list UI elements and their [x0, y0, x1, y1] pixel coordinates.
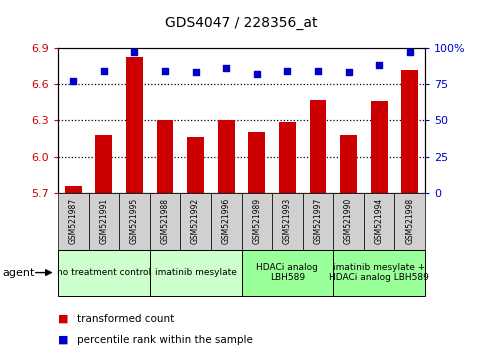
- Bar: [218, 120, 235, 193]
- Point: [70, 78, 77, 84]
- Text: GSM521991: GSM521991: [99, 198, 108, 244]
- Point: [192, 70, 199, 75]
- Text: GSM521994: GSM521994: [375, 198, 384, 244]
- Text: ■: ■: [58, 314, 69, 324]
- Text: GSM521990: GSM521990: [344, 198, 353, 244]
- Bar: [126, 57, 143, 193]
- Text: GSM521993: GSM521993: [283, 198, 292, 244]
- Text: GDS4047 / 228356_at: GDS4047 / 228356_at: [165, 16, 318, 30]
- Bar: [340, 135, 357, 193]
- Text: no treatment control: no treatment control: [57, 268, 151, 277]
- Text: GSM521996: GSM521996: [222, 198, 231, 244]
- Text: GSM521997: GSM521997: [313, 198, 323, 244]
- Text: GSM521998: GSM521998: [405, 198, 414, 244]
- Text: percentile rank within the sample: percentile rank within the sample: [77, 335, 253, 345]
- Text: GSM521995: GSM521995: [130, 198, 139, 244]
- Bar: [96, 135, 112, 193]
- Bar: [371, 101, 387, 193]
- Text: imatinib mesylate +
HDACi analog LBH589: imatinib mesylate + HDACi analog LBH589: [329, 263, 429, 282]
- Text: HDACi analog
LBH589: HDACi analog LBH589: [256, 263, 318, 282]
- Text: GSM521988: GSM521988: [160, 198, 170, 244]
- Text: GSM521987: GSM521987: [69, 198, 78, 244]
- Text: GSM521989: GSM521989: [252, 198, 261, 244]
- Point: [100, 68, 108, 74]
- Bar: [310, 100, 327, 193]
- Point: [406, 49, 413, 55]
- Bar: [65, 186, 82, 193]
- Text: imatinib mesylate: imatinib mesylate: [155, 268, 237, 277]
- Text: transformed count: transformed count: [77, 314, 174, 324]
- Point: [375, 62, 383, 68]
- Point: [345, 70, 353, 75]
- Text: ■: ■: [58, 335, 69, 345]
- Bar: [187, 137, 204, 193]
- Bar: [156, 120, 173, 193]
- Bar: [279, 121, 296, 193]
- Point: [314, 68, 322, 74]
- Point: [284, 68, 291, 74]
- Bar: [401, 70, 418, 193]
- Point: [130, 49, 138, 55]
- Point: [161, 68, 169, 74]
- Point: [222, 65, 230, 71]
- Point: [253, 71, 261, 77]
- Bar: [248, 132, 265, 193]
- Text: agent: agent: [2, 268, 35, 278]
- Text: GSM521992: GSM521992: [191, 198, 200, 244]
